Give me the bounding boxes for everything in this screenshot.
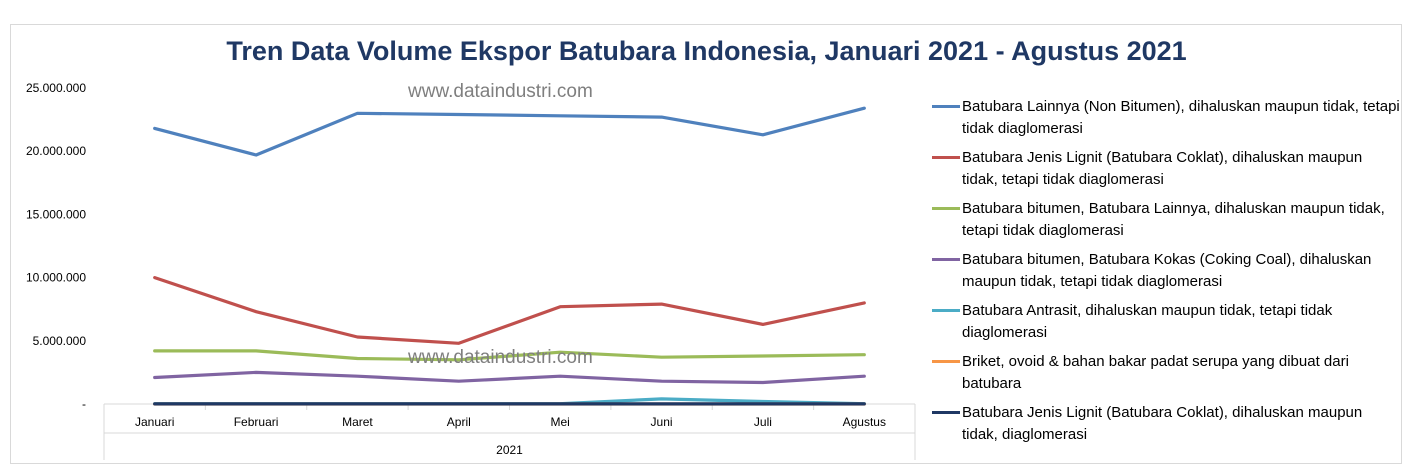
x-tick-label: Mei bbox=[551, 415, 570, 429]
x-tick-label: Maret bbox=[342, 415, 373, 429]
x-tick-label: Januari bbox=[135, 415, 174, 429]
y-tick-label: - bbox=[82, 397, 86, 411]
legend-item-2: Batubara Jenis Lignit (Batubara Coklat),… bbox=[930, 147, 1400, 190]
legend-swatch bbox=[932, 156, 960, 159]
y-tick-label: 15.000.000 bbox=[26, 207, 86, 221]
legend-item-6: Briket, ovoid & bahan bakar padat serupa… bbox=[930, 351, 1400, 394]
legend-item-3: Batubara bitumen, Batubara Lainnya, diha… bbox=[930, 198, 1400, 241]
legend-item-7: Batubara Jenis Lignit (Batubara Coklat),… bbox=[930, 402, 1400, 445]
y-tick-label: 20.000.000 bbox=[26, 144, 86, 158]
x-tick-label: Juli bbox=[754, 415, 772, 429]
legend-label: Batubara Jenis Lignit (Batubara Coklat),… bbox=[962, 404, 1363, 443]
legend-label: Batubara bitumen, Batubara Lainnya, diha… bbox=[962, 200, 1385, 239]
legend-label: Batubara Lainnya (Non Bitumen), dihalusk… bbox=[962, 98, 1400, 137]
legend-swatch bbox=[932, 105, 960, 108]
legend-swatch bbox=[932, 258, 960, 261]
legend-item-5: Batubara Antrasit, dihaluskan maupun tid… bbox=[930, 300, 1400, 343]
y-tick-label: 10.000.000 bbox=[26, 271, 86, 285]
x-tick-label: Agustus bbox=[843, 415, 886, 429]
watermark-top: www.dataindustri.com bbox=[408, 81, 593, 102]
x-tick-label: April bbox=[447, 415, 471, 429]
legend-swatch bbox=[932, 360, 960, 363]
chart-title: Tren Data Volume Ekspor Batubara Indones… bbox=[226, 36, 1187, 66]
series-line-3 bbox=[153, 349, 866, 362]
chart-legend: Batubara Lainnya (Non Bitumen), dihalusk… bbox=[930, 96, 1400, 453]
x-group-label: 2021 bbox=[496, 443, 523, 457]
x-tick-label: Februari bbox=[234, 415, 279, 429]
y-tick-label: 5.000.000 bbox=[33, 334, 87, 348]
legend-item-1: Batubara Lainnya (Non Bitumen), dihalusk… bbox=[930, 96, 1400, 139]
series-line-2 bbox=[153, 276, 866, 345]
x-tick-label: Juni bbox=[651, 415, 673, 429]
legend-label: Briket, ovoid & bahan bakar padat serupa… bbox=[962, 353, 1349, 392]
legend-label: Batubara bitumen, Batubara Kokas (Coking… bbox=[962, 251, 1372, 290]
y-tick-label: 25.000.000 bbox=[26, 81, 86, 95]
legend-swatch bbox=[932, 411, 960, 414]
legend-swatch bbox=[932, 309, 960, 312]
watermark-middle: www.dataindustri.com bbox=[408, 347, 593, 368]
series-line-4 bbox=[153, 370, 866, 385]
series-line-1 bbox=[153, 106, 866, 157]
legend-swatch bbox=[932, 207, 960, 210]
legend-label: Batubara Jenis Lignit (Batubara Coklat),… bbox=[962, 149, 1363, 188]
legend-label: Batubara Antrasit, dihaluskan maupun tid… bbox=[962, 302, 1333, 341]
legend-item-4: Batubara bitumen, Batubara Kokas (Coking… bbox=[930, 249, 1400, 292]
chart-frame bbox=[10, 24, 1402, 464]
